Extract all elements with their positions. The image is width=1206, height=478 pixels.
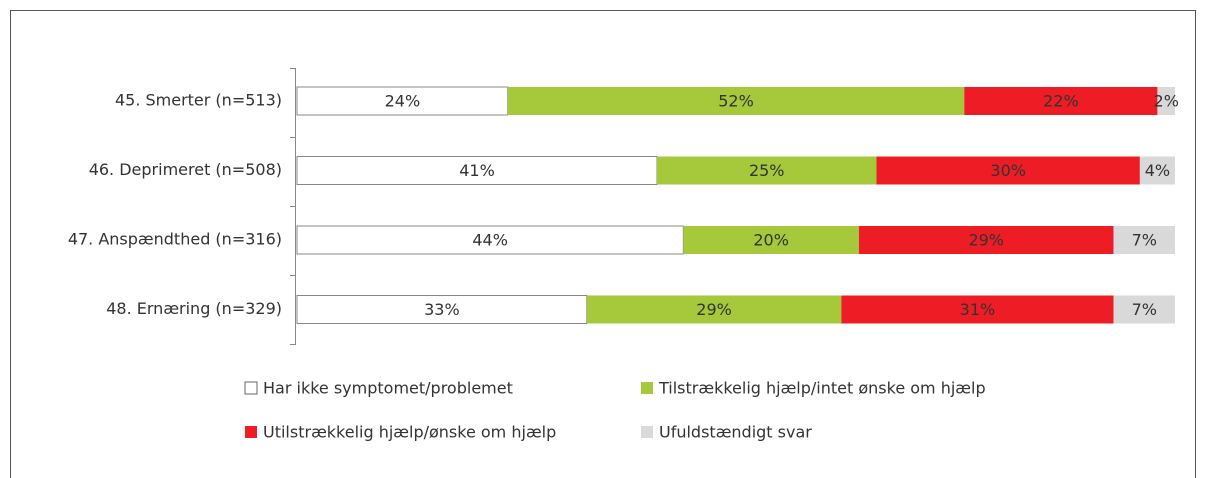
legend-swatch [641, 426, 653, 438]
bar-segment [964, 87, 1158, 115]
axis-ticks [290, 68, 296, 345]
y-tick-label: 45. Smerter (n=513) [115, 91, 282, 110]
y-tick-label: 48. Ernæring (n=329) [106, 299, 282, 318]
data-label: 4% [1145, 161, 1170, 180]
bar-segment [656, 156, 877, 185]
legend-swatch [641, 382, 653, 394]
bar-segment [1157, 87, 1175, 115]
data-label: 52% [718, 92, 754, 111]
data-label: 41% [459, 161, 495, 180]
bar-segment [1113, 226, 1175, 254]
bar-segment [876, 156, 1140, 185]
bar-segment [1139, 156, 1175, 185]
data-label: 33% [424, 300, 460, 319]
legend-label: Utilstrækkelig hjælp/ønske om hjælp [263, 423, 556, 442]
data-label: 22% [1043, 92, 1079, 111]
data-label: 29% [696, 300, 732, 319]
bar-segment [296, 295, 588, 324]
bar-segment [841, 295, 1114, 324]
bar-segment [296, 156, 658, 185]
data-label: 24% [385, 92, 421, 111]
bar-segment [507, 87, 965, 115]
bar-segment [683, 226, 859, 254]
bar-segment [586, 295, 842, 324]
chart-frame [10, 10, 1196, 478]
data-label: 7% [1132, 300, 1157, 319]
data-label: 44% [472, 231, 508, 250]
bar-segment [1113, 295, 1175, 324]
y-tick-label: 47. Anspændthed (n=316) [68, 230, 282, 249]
data-label: 2% [1154, 92, 1179, 111]
data-label: 29% [968, 231, 1004, 250]
legend-label: Ufuldstændigt svar [659, 423, 812, 442]
bar-segment [296, 225, 684, 255]
data-label: 31% [960, 300, 996, 319]
data-label: 30% [990, 161, 1026, 180]
y-tick-label: 46. Deprimeret (n=508) [89, 160, 282, 179]
legend-label: Har ikke symptomet/problemet [263, 379, 513, 398]
data-label: 20% [753, 231, 789, 250]
bar-segment [296, 86, 509, 116]
legend-swatch [244, 381, 258, 395]
legend-swatch [245, 426, 257, 438]
bar-segment [858, 226, 1114, 254]
data-label: 25% [749, 161, 785, 180]
data-label: 7% [1132, 231, 1157, 250]
legend-label: Tilstrækkelig hjælp/intet ønske om hjælp [658, 379, 986, 398]
